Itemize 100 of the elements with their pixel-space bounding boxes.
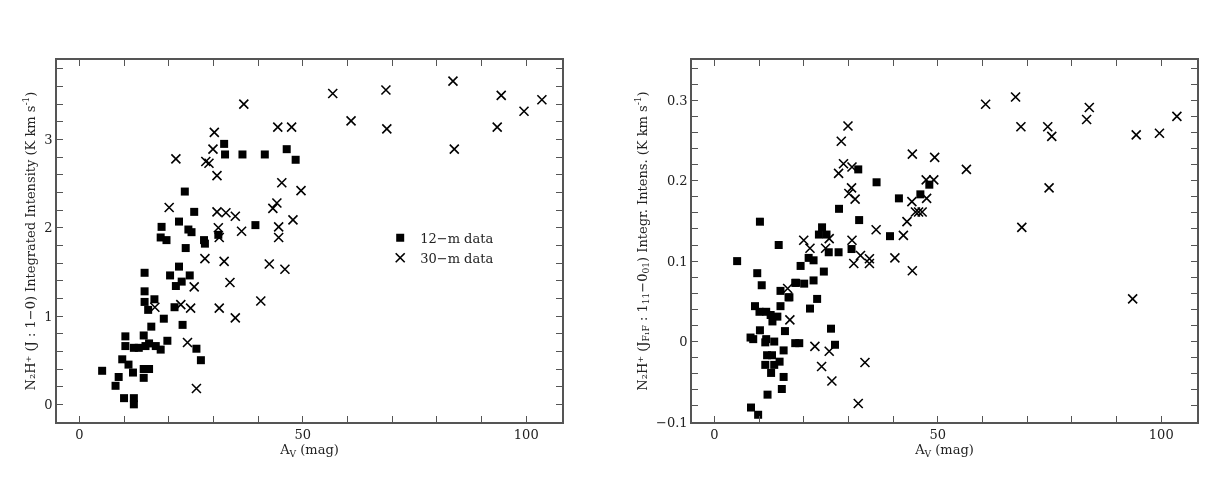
point — [177, 277, 186, 286]
point — [163, 202, 175, 213]
point — [267, 203, 279, 214]
point — [276, 177, 288, 189]
point — [804, 242, 816, 254]
point — [185, 302, 196, 314]
point — [852, 398, 864, 409]
point — [273, 221, 284, 233]
point — [209, 127, 220, 138]
point — [961, 164, 972, 175]
point — [230, 312, 241, 324]
point — [809, 341, 821, 352]
point — [291, 155, 300, 164]
point — [255, 295, 267, 307]
point — [843, 188, 855, 199]
point — [149, 301, 161, 313]
point — [929, 152, 940, 163]
point — [1043, 182, 1055, 194]
point — [139, 331, 148, 340]
point — [190, 207, 199, 216]
legend-label: 30−m data — [420, 250, 494, 266]
point — [798, 234, 810, 246]
point — [1084, 102, 1095, 113]
y-tick-label: 0.3 — [666, 92, 688, 108]
point — [282, 145, 291, 154]
point — [139, 373, 148, 382]
y-tick-label: 3 — [44, 132, 53, 148]
point — [835, 135, 847, 147]
point — [870, 224, 882, 236]
point — [218, 256, 230, 267]
x-tick-label: 0 — [75, 427, 84, 443]
point — [98, 366, 107, 375]
point — [842, 120, 854, 132]
point — [1015, 121, 1027, 133]
point — [826, 375, 838, 387]
point — [163, 336, 172, 345]
point — [213, 232, 225, 243]
point — [140, 297, 149, 306]
point — [921, 193, 932, 204]
x-tick-label: 0 — [710, 427, 719, 443]
point — [196, 356, 205, 365]
point — [220, 139, 229, 148]
point — [150, 295, 159, 304]
point — [782, 283, 793, 294]
point — [447, 75, 459, 87]
point — [182, 337, 193, 348]
point — [120, 394, 129, 403]
point — [846, 234, 858, 246]
point — [272, 121, 284, 133]
point — [144, 305, 153, 314]
x-tick-label: 50 — [294, 427, 312, 443]
point — [345, 115, 357, 127]
point — [175, 262, 183, 271]
point — [327, 88, 339, 99]
point — [1016, 222, 1028, 233]
point — [536, 94, 548, 106]
point — [175, 299, 187, 310]
point — [846, 182, 857, 194]
point — [980, 98, 991, 110]
point — [1154, 127, 1165, 139]
point — [145, 339, 154, 348]
point — [181, 244, 190, 253]
point — [118, 355, 127, 364]
y-tick-label: 2 — [44, 220, 53, 236]
point — [185, 271, 194, 280]
point — [848, 258, 860, 269]
point — [295, 185, 307, 196]
point — [1171, 111, 1183, 122]
point — [1046, 131, 1058, 142]
point — [192, 344, 201, 353]
point — [864, 258, 875, 269]
point — [191, 383, 202, 394]
point — [495, 90, 507, 101]
point — [449, 143, 460, 155]
point — [279, 263, 291, 275]
y-tick-label: 1 — [44, 308, 53, 324]
y-tick-label: 0 — [679, 334, 688, 350]
legend-label: 12−m data — [420, 230, 494, 246]
point — [889, 252, 901, 264]
point — [820, 242, 831, 254]
point — [816, 361, 827, 372]
point — [121, 332, 130, 341]
point — [114, 372, 123, 381]
point — [124, 360, 133, 369]
point — [166, 271, 175, 280]
point — [129, 400, 138, 409]
point — [188, 281, 200, 293]
point — [263, 258, 275, 270]
y-tick-label: 0.2 — [666, 173, 688, 189]
point — [849, 193, 861, 205]
point — [784, 314, 796, 326]
x-tick-label: 100 — [1148, 427, 1174, 443]
point — [207, 143, 219, 155]
point — [175, 217, 183, 226]
point — [178, 320, 187, 329]
point — [901, 216, 913, 227]
point — [156, 345, 165, 354]
point — [823, 345, 835, 357]
point — [906, 196, 918, 207]
point — [121, 342, 130, 351]
